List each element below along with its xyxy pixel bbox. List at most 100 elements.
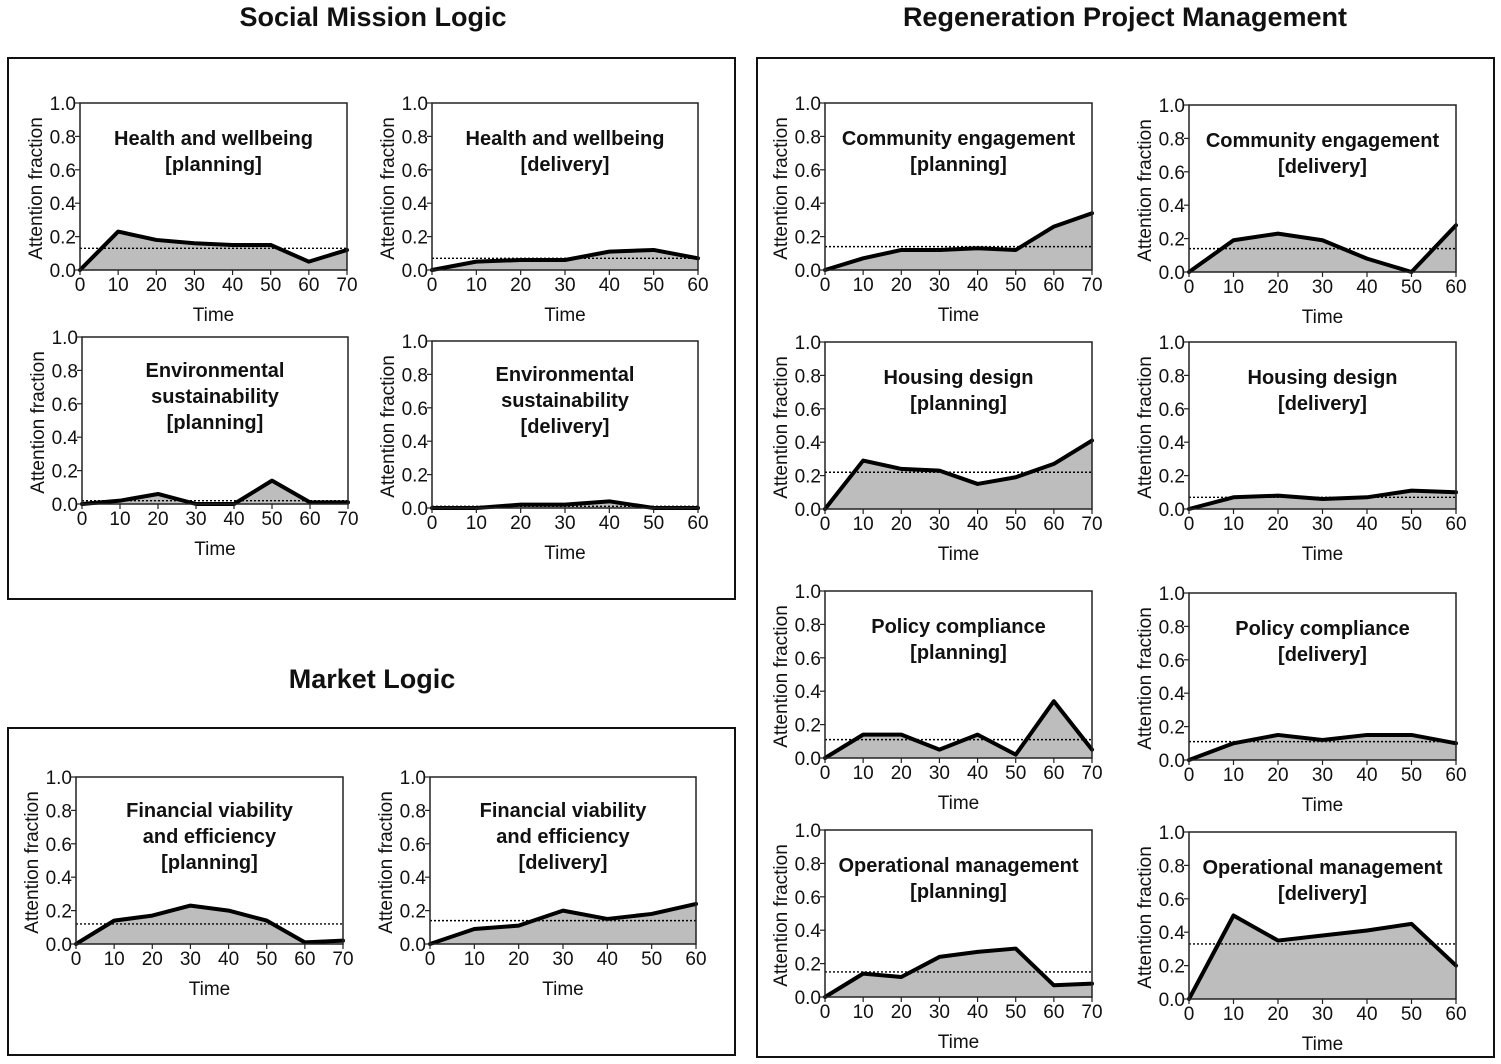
y-tick-label: 1.0 [50, 94, 76, 115]
x-tick-label: 20 [891, 275, 912, 296]
y-tick-label: 0.8 [795, 615, 821, 636]
y-tick-label: 0.8 [402, 365, 428, 386]
chart-title-line: [planning] [161, 852, 258, 874]
attention-area [825, 701, 1092, 758]
x-tick-label: 30 [554, 513, 575, 534]
y-axis-label: Attention fraction [378, 117, 399, 260]
y-tick-label: 0.6 [1159, 890, 1185, 911]
x-tick-label: 20 [142, 949, 163, 970]
x-tick-label: 0 [820, 1002, 831, 1023]
chart-hw-delivery: 0.0 0.2 0.4 0.6 0.8 1.0 0 10 20 30 40 50 60 Time Atten… [378, 94, 709, 326]
chart-pc-planning: 0.0 0.2 0.4 0.6 0.8 1.0 0 10 20 30 40 50 60 70 Time Att… [771, 582, 1103, 814]
y-tick-label: 0.2 [1159, 718, 1185, 739]
x-tick-label: 30 [552, 949, 573, 970]
chart-title-line: Operational management [838, 855, 1078, 877]
x-tick-label: 60 [1043, 763, 1064, 784]
x-tick-label: 30 [929, 1002, 950, 1023]
x-tick-label: 40 [967, 763, 988, 784]
chart-title-line: Community engagement [842, 128, 1076, 150]
attention-area [430, 903, 696, 944]
y-tick-label: 0.8 [400, 801, 426, 822]
x-tick-label: 40 [223, 509, 244, 530]
x-axis-label: Time [189, 979, 231, 1000]
x-tick-label: 0 [1184, 277, 1195, 298]
x-tick-label: 20 [891, 514, 912, 535]
y-tick-label: 0.4 [1159, 923, 1186, 944]
x-tick-label: 50 [1005, 1002, 1026, 1023]
x-tick-label: 10 [1223, 1004, 1244, 1025]
x-tick-label: 20 [891, 763, 912, 784]
y-tick-label: 0.4 [795, 921, 822, 942]
y-tick-label: 0.8 [50, 127, 76, 148]
y-tick-label: 1.0 [1159, 823, 1185, 844]
y-tick-label: 0.2 [402, 466, 428, 487]
x-tick-label: 40 [599, 513, 620, 534]
chart-hd-planning: 0.0 0.2 0.4 0.6 0.8 1.0 0 10 20 30 40 50 60 70 Time Att… [771, 333, 1103, 565]
chart-ce-planning: 0.0 0.2 0.4 0.6 0.8 1.0 0 10 20 30 40 50 60 70 Time Att… [771, 94, 1103, 326]
x-tick-label: 10 [104, 949, 125, 970]
x-tick-label: 70 [1081, 763, 1102, 784]
x-tick-label: 50 [643, 275, 664, 296]
x-tick-label: 40 [1356, 1004, 1377, 1025]
x-tick-label: 10 [466, 513, 487, 534]
x-tick-label: 60 [1043, 514, 1064, 535]
x-tick-label: 50 [641, 949, 662, 970]
chart-title-line: Policy compliance [871, 616, 1046, 638]
y-tick-label: 0.0 [400, 935, 426, 956]
x-tick-label: 30 [1312, 765, 1333, 786]
x-tick-label: 60 [1445, 1004, 1466, 1025]
chart-title-line: Financial viability [480, 800, 648, 822]
y-tick-label: 0.0 [1159, 500, 1185, 521]
x-tick-label: 60 [687, 275, 708, 296]
x-tick-label: 20 [1267, 1004, 1288, 1025]
y-tick-label: 0.4 [46, 868, 73, 889]
y-tick-label: 1.0 [795, 821, 821, 842]
y-axis-label: Attention fraction [1135, 119, 1156, 262]
x-tick-label: 50 [1005, 763, 1026, 784]
x-tick-label: 60 [1445, 514, 1466, 535]
y-tick-label: 0.2 [46, 902, 72, 923]
chart-title-line: Policy compliance [1235, 618, 1410, 640]
regeneration-box [756, 57, 1495, 1058]
y-tick-label: 0.0 [1159, 751, 1185, 772]
y-tick-label: 0.0 [52, 495, 78, 516]
chart-title-line: [delivery] [1278, 883, 1367, 905]
x-tick-label: 50 [1401, 277, 1422, 298]
chart-title-line: Health and wellbeing [466, 128, 665, 150]
chart-title-line: [delivery] [1278, 393, 1367, 415]
plot-frame [824, 102, 1093, 271]
y-tick-label: 0.2 [402, 228, 428, 249]
x-axis-label: Time [1302, 795, 1344, 816]
x-tick-label: 60 [1445, 277, 1466, 298]
chart-hd-delivery: 0.0 0.2 0.4 0.6 0.8 1.0 0 10 20 30 40 50 60 Time Atten… [1135, 333, 1467, 565]
y-axis-label: Attention fraction [1135, 846, 1156, 989]
x-tick-label: 60 [298, 275, 319, 296]
attention-series-line [74, 903, 345, 946]
chart-pc-delivery: 0.0 0.2 0.4 0.6 0.8 1.0 0 10 20 30 40 50 60 Time Atten… [1135, 584, 1467, 816]
x-tick-label: 40 [967, 1002, 988, 1023]
y-tick-label: 0.8 [795, 854, 821, 875]
y-tick-label: 0.2 [795, 955, 821, 976]
x-tick-label: 30 [929, 514, 950, 535]
x-tick-label: 60 [685, 949, 706, 970]
plot-frame [79, 102, 348, 271]
y-tick-label: 1.0 [1159, 96, 1185, 117]
y-axis-label: Attention fraction [771, 844, 792, 987]
y-tick-label: 1.0 [795, 333, 821, 354]
chart-om-planning: 0.0 0.2 0.4 0.6 0.8 1.0 0 10 20 30 40 50 60 70 Time Att… [771, 821, 1103, 1053]
y-tick-label: 0.6 [795, 400, 821, 421]
x-tick-label: 50 [1005, 275, 1026, 296]
social-mission-title: Social Mission Logic [239, 2, 507, 32]
x-tick-label: 30 [929, 275, 950, 296]
x-tick-label: 10 [853, 275, 874, 296]
x-tick-label: 60 [1043, 1002, 1064, 1023]
x-tick-label: 60 [294, 949, 315, 970]
y-tick-label: 0.8 [795, 366, 821, 387]
chart-title-line: [delivery] [521, 416, 610, 438]
y-tick-label: 0.8 [46, 801, 72, 822]
chart-hw-planning: 0.0 0.2 0.4 0.6 0.8 1.0 0 10 20 30 40 50 60 70 Time Att… [26, 94, 358, 326]
attention-series-line [823, 699, 1094, 760]
y-tick-label: 0.0 [402, 499, 428, 520]
y-tick-label: 1.0 [795, 94, 821, 115]
x-tick-label: 40 [599, 275, 620, 296]
